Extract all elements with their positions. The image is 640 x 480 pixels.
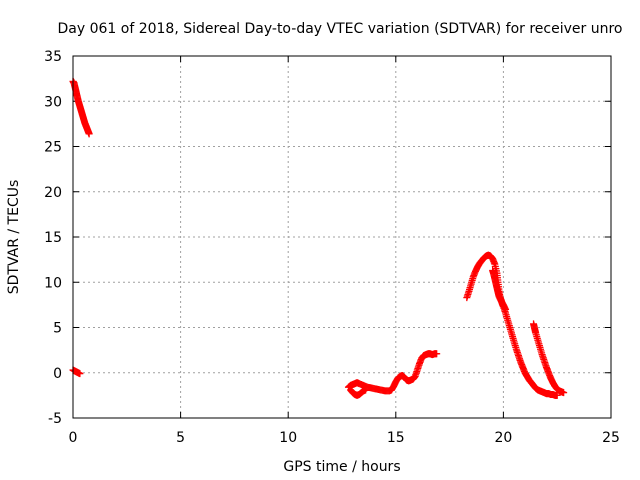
data-point: [85, 130, 93, 138]
series-segment-7: [530, 320, 568, 397]
ticks-layer: 0 5 10 15 20 25 -5 0 5 10 15 20 25 30 35: [44, 49, 620, 446]
series-segment-5: [463, 251, 561, 399]
x-tick-label: 5: [176, 430, 185, 446]
x-tick-label: 10: [279, 430, 297, 446]
y-tick-label: 25: [44, 140, 62, 156]
chart-title: Day 061 of 2018, Sidereal Day-to-day VTE…: [58, 21, 623, 37]
x-axis-title: GPS time / hours: [283, 459, 400, 475]
y-tick-label: -5: [48, 411, 62, 427]
y-tick-label: 20: [44, 185, 62, 201]
y-tick-label: 0: [53, 366, 62, 382]
data-point: [362, 386, 370, 394]
y-tick-label: 15: [44, 230, 62, 246]
grid-layer: [73, 56, 611, 418]
series-segment-1: [69, 77, 93, 138]
x-tick-label: 0: [69, 430, 78, 446]
x-tick-label: 20: [494, 430, 512, 446]
series-segment-6: [489, 266, 510, 313]
series-segment-3: [344, 350, 441, 395]
y-tick-label: 5: [53, 321, 62, 337]
series-segment-2: [69, 366, 84, 378]
y-tick-label: 35: [44, 49, 62, 65]
data-point: [553, 391, 561, 399]
data-point: [76, 370, 84, 378]
x-tick-label: 15: [387, 430, 405, 446]
data-point: [502, 305, 510, 313]
x-tick-label: 25: [602, 430, 620, 446]
data-point: [560, 389, 568, 397]
series-segment-4: [347, 386, 370, 399]
plot-frame: [72, 55, 612, 419]
data-points-layer: [69, 77, 568, 399]
y-tick-label: 30: [44, 94, 62, 110]
y-tick-label: 10: [44, 275, 62, 291]
data-point: [433, 350, 441, 358]
y-axis-title: SDTVAR / TECUs: [6, 180, 22, 295]
